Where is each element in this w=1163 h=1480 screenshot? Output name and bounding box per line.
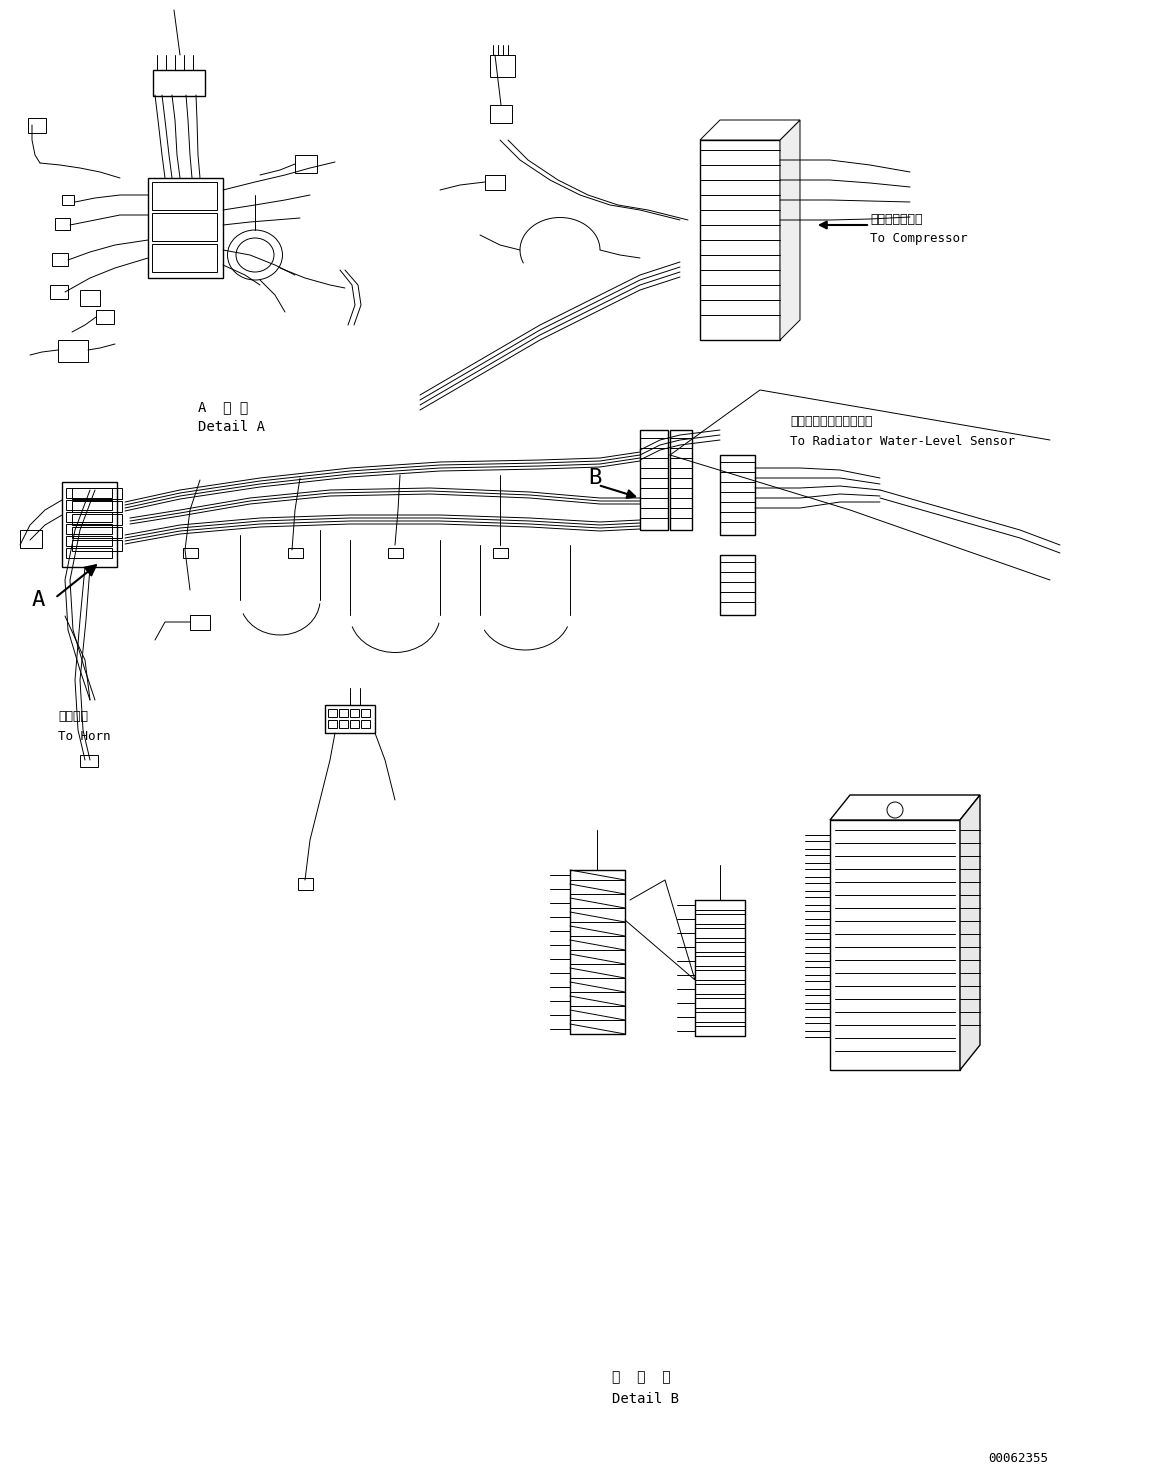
Bar [52, 253, 67, 266]
Bar [50, 286, 67, 299]
Bar [361, 709, 370, 716]
Text: A  詳 細: A 詳 細 [198, 400, 248, 414]
Bar [148, 178, 223, 278]
Bar [72, 502, 122, 512]
Bar [66, 488, 112, 497]
Bar [720, 454, 755, 534]
Bar [298, 878, 313, 889]
Bar [350, 709, 359, 716]
Bar [328, 719, 337, 728]
Bar [324, 704, 374, 733]
Bar [295, 155, 317, 173]
Bar [152, 213, 217, 241]
Bar [670, 431, 692, 530]
Bar [97, 309, 114, 324]
Bar [55, 218, 70, 229]
Bar [72, 488, 122, 499]
Bar [490, 105, 512, 123]
Bar [58, 340, 88, 363]
Bar [72, 540, 122, 551]
Text: コンプレッサへ: コンプレッサへ [870, 213, 922, 226]
Bar [640, 431, 668, 530]
Bar [830, 820, 959, 1070]
Bar [190, 616, 211, 630]
Bar [152, 244, 217, 272]
Bar [720, 555, 755, 616]
Bar [338, 719, 348, 728]
Bar [700, 141, 780, 340]
Bar [20, 530, 42, 548]
Bar [328, 709, 337, 716]
Bar [493, 548, 508, 558]
Bar [288, 548, 304, 558]
Bar [62, 195, 74, 206]
Polygon shape [959, 795, 980, 1070]
Bar [66, 500, 112, 511]
Text: To Radiator Water-Level Sensor: To Radiator Water-Level Sensor [790, 435, 1015, 448]
Text: 日  詳  細: 日 詳 細 [612, 1370, 671, 1384]
Bar [62, 482, 117, 567]
Bar [361, 719, 370, 728]
Bar [72, 527, 122, 539]
Text: ラジエータ水位センサへ: ラジエータ水位センサへ [790, 414, 872, 428]
Text: Detail B: Detail B [612, 1393, 679, 1406]
Bar [338, 709, 348, 716]
Text: A: A [33, 591, 45, 610]
Polygon shape [700, 120, 800, 141]
Bar [183, 548, 198, 558]
Text: Detail A: Detail A [198, 420, 265, 434]
Bar [490, 55, 515, 77]
Bar [80, 755, 98, 767]
Bar [485, 175, 505, 189]
Text: ホーンへ: ホーンへ [58, 710, 88, 724]
Bar [66, 512, 112, 522]
Polygon shape [780, 120, 800, 340]
Text: To Compressor: To Compressor [870, 232, 968, 246]
Bar [350, 719, 359, 728]
Text: 00062355: 00062355 [989, 1452, 1048, 1465]
Polygon shape [830, 795, 980, 820]
Bar [66, 524, 112, 534]
Text: B: B [588, 468, 601, 488]
Bar [80, 290, 100, 306]
Bar [388, 548, 404, 558]
Bar [28, 118, 47, 133]
Bar [66, 536, 112, 546]
Bar [66, 548, 112, 558]
Text: To Horn: To Horn [58, 730, 110, 743]
Bar [154, 70, 205, 96]
Bar [72, 514, 122, 525]
Bar [152, 182, 217, 210]
